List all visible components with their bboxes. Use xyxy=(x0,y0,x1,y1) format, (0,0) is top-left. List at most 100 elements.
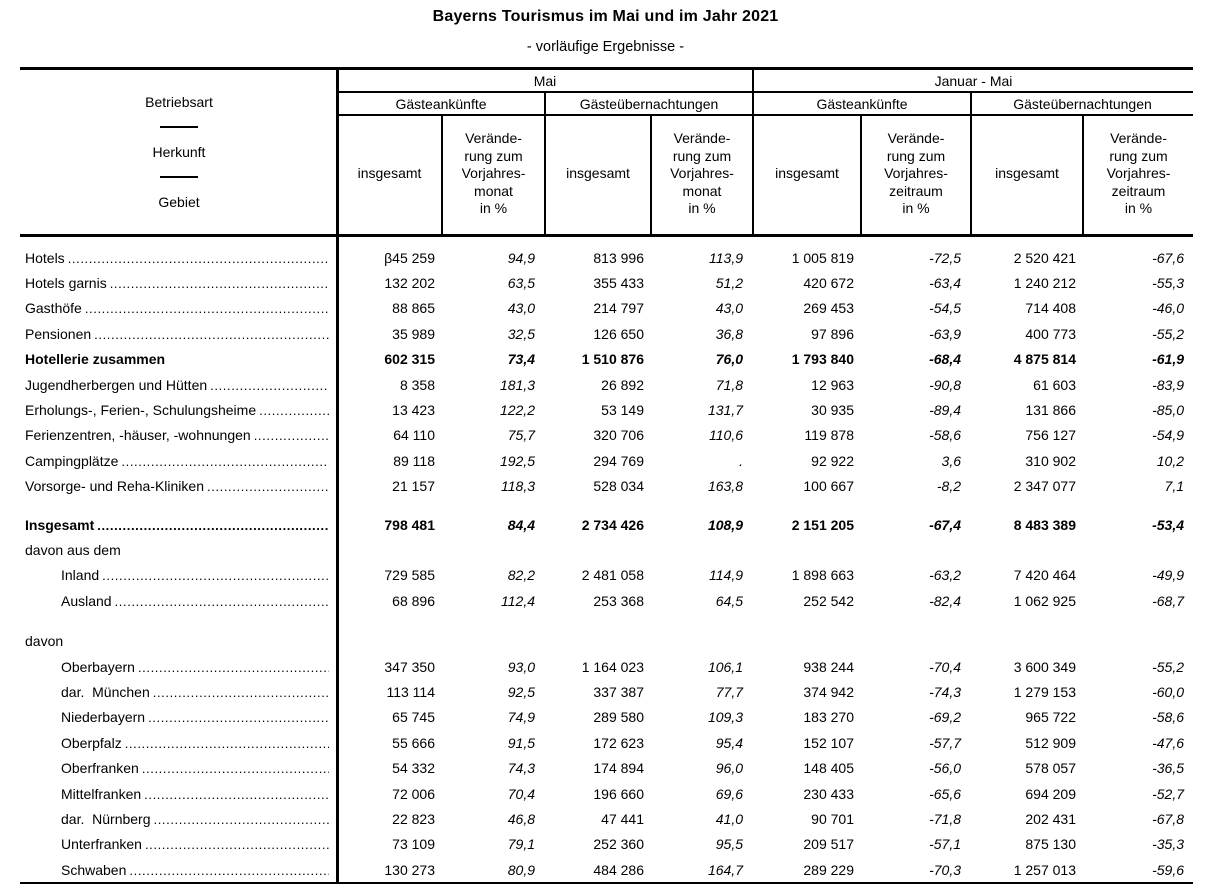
row-label: davon xyxy=(25,633,64,650)
leader-dots: ........................................… xyxy=(97,517,329,533)
leader-dots: ........................................… xyxy=(109,276,329,292)
cell-mai-ankuenfte-insgesamt: 132 202 xyxy=(384,275,435,292)
header-col-insgesamt: insgesamt xyxy=(357,165,422,182)
leader-dots: ........................................… xyxy=(102,568,329,584)
cell-jm-uebernachtungen-veraenderung: -35,3 xyxy=(1152,836,1184,853)
cell-mai-uebernachtungen-insgesamt: 289 580 xyxy=(593,709,644,726)
cell-mai-uebernachtungen-veraenderung: 77,7 xyxy=(715,683,743,700)
cell-jm-uebernachtungen-insgesamt: 202 431 xyxy=(1025,810,1076,827)
cell-mai-uebernachtungen-insgesamt: 484 286 xyxy=(593,861,644,878)
cell-mai-ankuenfte-insgesamt: 602 315 xyxy=(384,351,435,368)
table-row: Oberbayern .............................… xyxy=(20,654,1193,679)
cell-jm-ankuenfte-veraenderung: -68,4 xyxy=(929,351,961,368)
header-gaesteuebernachtungen-mai: Gästeübernachtungen xyxy=(544,93,752,114)
cell-mai-uebernachtungen-veraenderung: 110,6 xyxy=(709,427,743,444)
cell-jm-ankuenfte-veraenderung: -74,3 xyxy=(929,683,961,700)
table-row: dar. Nürnberg ..........................… xyxy=(20,806,1193,831)
cell-jm-ankuenfte-insgesamt: 152 107 xyxy=(803,734,854,751)
row-label-cell: Inland .................................… xyxy=(20,567,338,583)
cell-mai-uebernachtungen-insgesamt: 253 368 xyxy=(593,592,644,609)
cell-mai-uebernachtungen-insgesamt: 126 650 xyxy=(593,325,644,342)
cell-jm-ankuenfte-veraenderung: -57,7 xyxy=(929,734,961,751)
header-gaesteankuenfte-jm: Gästeankünfte xyxy=(752,93,970,114)
cell-mai-uebernachtungen-veraenderung: 108,9 xyxy=(707,516,743,533)
cell-mai-ankuenfte-veraenderung: 73,4 xyxy=(507,351,535,368)
cell-jm-uebernachtungen-insgesamt: 61 603 xyxy=(1033,376,1076,393)
cell-jm-uebernachtungen-veraenderung: -67,8 xyxy=(1152,810,1184,827)
cell-jm-ankuenfte-veraenderung: -65,6 xyxy=(929,785,961,802)
leader-dots: ........................................… xyxy=(129,862,329,878)
header-col-veraenderung: Verände- rung zum Vorjahres- monat in % xyxy=(650,116,752,234)
row-label-cell: Ferienzentren, -häuser, -wohnungen .....… xyxy=(20,427,338,443)
leader-dots: ........................................… xyxy=(144,837,329,853)
cell-mai-ankuenfte-insgesamt: 347 350 xyxy=(384,658,435,675)
cell-mai-ankuenfte-veraenderung: 80,9 xyxy=(507,861,535,878)
cell-mai-ankuenfte-veraenderung: 91,5 xyxy=(507,734,535,751)
cell-mai-uebernachtungen-veraenderung: 43,0 xyxy=(715,300,743,317)
table-row: Insgesamt ..............................… xyxy=(20,512,1193,537)
cell-jm-ankuenfte-veraenderung: -54,5 xyxy=(929,300,961,317)
table-row: dar. München ...........................… xyxy=(20,679,1193,704)
header-col-veraenderung: Verände- rung zum Vorjahres- zeitraum in… xyxy=(860,116,970,234)
leader-dots: ........................................… xyxy=(84,301,329,317)
row-label-cell: Gasthöfe ...............................… xyxy=(20,300,338,316)
leader-dots: ........................................… xyxy=(148,710,329,726)
cell-mai-ankuenfte-insgesamt: 54 332 xyxy=(392,760,435,777)
cell-jm-ankuenfte-insgesamt: 374 942 xyxy=(803,683,854,700)
cell-mai-uebernachtungen-insgesamt: 1 510 876 xyxy=(581,351,644,368)
cell-jm-ankuenfte-veraenderung: -8,2 xyxy=(936,478,961,495)
cell-jm-ankuenfte-insgesamt: 183 270 xyxy=(803,709,854,726)
cell-mai-uebernachtungen-veraenderung: 114,9 xyxy=(709,567,743,584)
cell-jm-ankuenfte-veraenderung: -67,4 xyxy=(929,516,961,533)
cell-mai-ankuenfte-veraenderung: 94,9 xyxy=(507,249,535,266)
cell-jm-uebernachtungen-insgesamt: 3 600 349 xyxy=(1013,658,1076,675)
cell-mai-uebernachtungen-insgesamt: 320 706 xyxy=(593,427,644,444)
leader-dots: ........................................… xyxy=(153,811,330,827)
header-stub-cell: Betriebsart Herkunft Gebiet xyxy=(20,70,338,234)
row-label-cell: Hotellerie zusammen xyxy=(20,351,338,367)
cell-jm-uebernachtungen-insgesamt: 1 240 212 xyxy=(1013,275,1076,292)
row-label: Insgesamt xyxy=(25,516,95,533)
row-label: Erholungs-, Ferien-, Schulungsheime xyxy=(25,402,257,419)
leader-dots: ........................................… xyxy=(152,684,329,700)
row-label: Ferienzentren, -häuser, -wohnungen xyxy=(25,427,251,444)
row-label: Mittelfranken xyxy=(61,785,142,802)
label-column-divider xyxy=(336,67,339,882)
cell-jm-ankuenfte-insgesamt: 269 453 xyxy=(803,300,854,317)
cell-jm-uebernachtungen-veraenderung: -67,6 xyxy=(1152,249,1184,266)
cell-mai-ankuenfte-insgesamt: 35 989 xyxy=(392,325,435,342)
header-columns: Mai Januar - Mai Gästeankünfte Gästeüber… xyxy=(338,70,1193,234)
row-label-cell: Hotels .................................… xyxy=(20,250,338,266)
row-label: Inland xyxy=(61,567,100,584)
row-label: Gasthöfe xyxy=(25,300,82,317)
cell-jm-uebernachtungen-insgesamt: 1 062 925 xyxy=(1013,592,1076,609)
row-label: Hotellerie zusammen xyxy=(25,351,166,368)
stub-label-betriebsart: Betriebsart xyxy=(145,94,213,110)
table-row: Inland .................................… xyxy=(20,563,1193,588)
cell-jm-uebernachtungen-insgesamt: 965 722 xyxy=(1025,709,1076,726)
cell-jm-uebernachtungen-veraenderung: -61,9 xyxy=(1152,351,1184,368)
header-col-veraenderung: Verände- rung zum Vorjahres- monat in % xyxy=(441,116,544,234)
cell-mai-uebernachtungen-veraenderung: 71,8 xyxy=(715,376,743,393)
table-row: Gasthöfe ...............................… xyxy=(20,296,1193,321)
cell-jm-ankuenfte-insgesamt: 119 878 xyxy=(804,427,854,444)
row-label-cell: Erholungs-, Ferien-, Schulungsheime ....… xyxy=(20,402,338,418)
cell-mai-ankuenfte-insgesamt: 55 666 xyxy=(392,734,435,751)
table-row: Oberfranken ............................… xyxy=(20,755,1193,780)
cell-jm-uebernachtungen-insgesamt: 7 420 464 xyxy=(1013,567,1076,584)
cell-mai-ankuenfte-veraenderung: 63,5 xyxy=(507,275,535,292)
row-label-cell: Schwaben ...............................… xyxy=(20,862,338,878)
leader-dots: ........................................… xyxy=(94,326,329,342)
row-label: Unterfranken xyxy=(61,836,142,853)
cell-jm-uebernachtungen-veraenderung: -55,2 xyxy=(1152,325,1184,342)
row-label: Hotels xyxy=(25,249,65,266)
cell-jm-uebernachtungen-veraenderung: -59,6 xyxy=(1152,861,1184,878)
table-row: Erholungs-, Ferien-, Schulungsheime ....… xyxy=(20,397,1193,422)
cell-mai-uebernachtungen-veraenderung: 106,1 xyxy=(707,658,743,675)
row-label-cell: Oberfranken ............................… xyxy=(20,760,338,776)
cell-jm-uebernachtungen-veraenderung: -60,0 xyxy=(1152,683,1184,700)
row-label-cell: Mittelfranken ..........................… xyxy=(20,786,338,802)
table-row: Ausland ................................… xyxy=(20,588,1193,613)
table-body: Hotels .................................… xyxy=(20,237,1193,884)
cell-mai-ankuenfte-insgesamt: 64 110 xyxy=(393,427,435,444)
